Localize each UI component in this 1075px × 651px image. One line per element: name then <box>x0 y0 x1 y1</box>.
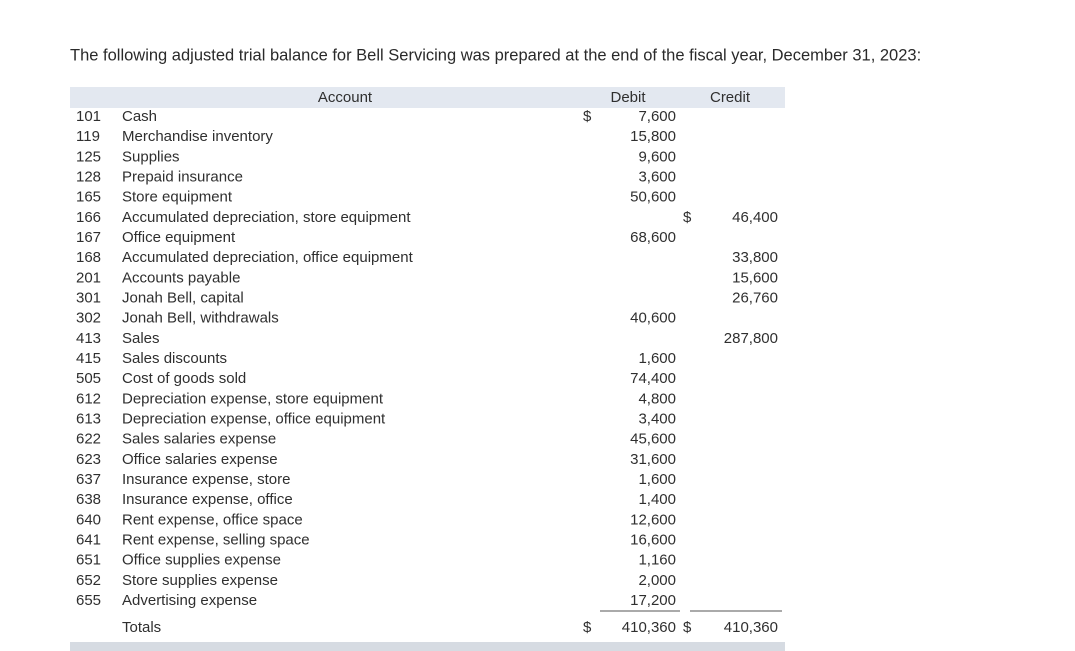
account-number: 641 <box>76 532 101 549</box>
account-number: 613 <box>76 411 101 428</box>
account-number: 119 <box>76 128 100 145</box>
debit-amount: 31,600 <box>630 451 676 468</box>
account-name: Sales <box>122 330 160 347</box>
debit-amount: 1,400 <box>638 491 676 508</box>
account-number: 637 <box>76 471 101 488</box>
account-name: Jonah Bell, capital <box>122 289 244 306</box>
account-number: 165 <box>76 189 101 206</box>
debit-amount: 9,600 <box>638 148 676 165</box>
account-number: 128 <box>76 168 101 185</box>
account-name: Cash <box>122 108 157 125</box>
account-name: Jonah Bell, withdrawals <box>122 310 279 327</box>
account-number: 638 <box>76 491 101 508</box>
credit-amount: 46,400 <box>732 209 778 226</box>
account-name: Insurance expense, office <box>122 491 293 508</box>
account-number: 125 <box>76 148 101 165</box>
account-number: 101 <box>76 108 101 125</box>
account-number: 655 <box>76 592 101 609</box>
debit-amount: 1,600 <box>638 350 676 367</box>
account-name: Accounts payable <box>122 269 240 286</box>
debit-amount: 15,800 <box>630 128 676 145</box>
account-name: Supplies <box>122 148 180 165</box>
account-number: 651 <box>76 552 101 569</box>
account-name: Prepaid insurance <box>122 168 243 185</box>
debit-amount: 17,200 <box>630 592 676 609</box>
account-name: Accumulated depreciation, store equipmen… <box>122 209 411 226</box>
credit-amount: 26,760 <box>732 289 778 306</box>
account-name: Advertising expense <box>122 592 257 609</box>
debit-amount: 68,600 <box>630 229 676 246</box>
account-name: Depreciation expense, store equipment <box>122 390 384 407</box>
currency-symbol: $ <box>683 209 692 226</box>
credit-header: Credit <box>710 89 751 106</box>
credit-total: 410,360 <box>724 619 778 636</box>
debit-amount: 3,400 <box>638 411 676 428</box>
account-number: 652 <box>76 572 101 589</box>
debit-amount: 16,600 <box>630 532 676 549</box>
account-number: 612 <box>76 390 101 407</box>
account-name: Depreciation expense, office equipment <box>122 411 386 428</box>
account-header: Account <box>318 89 373 106</box>
credit-amount: 33,800 <box>732 249 778 266</box>
debit-header: Debit <box>610 89 646 106</box>
account-number: 622 <box>76 431 101 448</box>
debit-amount: 74,400 <box>630 370 676 387</box>
credit-amount: 15,600 <box>732 269 778 286</box>
account-number: 623 <box>76 451 101 468</box>
debit-amount: 1,600 <box>638 471 676 488</box>
debit-amount: 50,600 <box>630 189 676 206</box>
account-number: 640 <box>76 511 101 528</box>
account-number: 301 <box>76 289 101 306</box>
account-name: Accumulated depreciation, office equipme… <box>122 249 414 266</box>
account-number: 167 <box>76 229 101 246</box>
account-number: 201 <box>76 269 101 286</box>
account-name: Insurance expense, store <box>122 471 290 488</box>
account-name: Sales salaries expense <box>122 431 276 448</box>
debit-total: 410,360 <box>622 619 676 636</box>
account-name: Store supplies expense <box>122 572 278 589</box>
account-name: Office supplies expense <box>122 552 281 569</box>
account-name: Office equipment <box>122 229 236 246</box>
intro-text: The following adjusted trial balance for… <box>70 46 921 64</box>
account-number: 505 <box>76 370 101 387</box>
debit-amount: 1,160 <box>638 552 676 569</box>
currency-symbol: $ <box>583 619 592 636</box>
account-name: Merchandise inventory <box>122 128 273 145</box>
account-number: 168 <box>76 249 101 266</box>
table-footer-bar <box>70 642 785 651</box>
debit-amount: 4,800 <box>638 390 676 407</box>
debit-amount: 45,600 <box>630 431 676 448</box>
debit-amount: 7,600 <box>638 108 676 125</box>
header-background <box>70 87 785 108</box>
account-number: 415 <box>76 350 101 367</box>
account-number: 413 <box>76 330 101 347</box>
account-name: Rent expense, office space <box>122 511 303 528</box>
debit-amount: 12,600 <box>630 511 676 528</box>
account-name: Cost of goods sold <box>122 370 246 387</box>
credit-amount: 287,800 <box>724 330 778 347</box>
debit-amount: 3,600 <box>638 168 676 185</box>
account-name: Rent expense, selling space <box>122 532 310 549</box>
debit-amount: 2,000 <box>638 572 676 589</box>
currency-symbol: $ <box>583 108 592 125</box>
account-name: Store equipment <box>122 189 233 206</box>
account-name: Office salaries expense <box>122 451 278 468</box>
account-number: 166 <box>76 209 101 226</box>
currency-symbol: $ <box>683 619 692 636</box>
debit-amount: 40,600 <box>630 310 676 327</box>
account-name: Sales discounts <box>122 350 227 367</box>
account-number: 302 <box>76 310 101 327</box>
totals-label: Totals <box>122 619 161 636</box>
